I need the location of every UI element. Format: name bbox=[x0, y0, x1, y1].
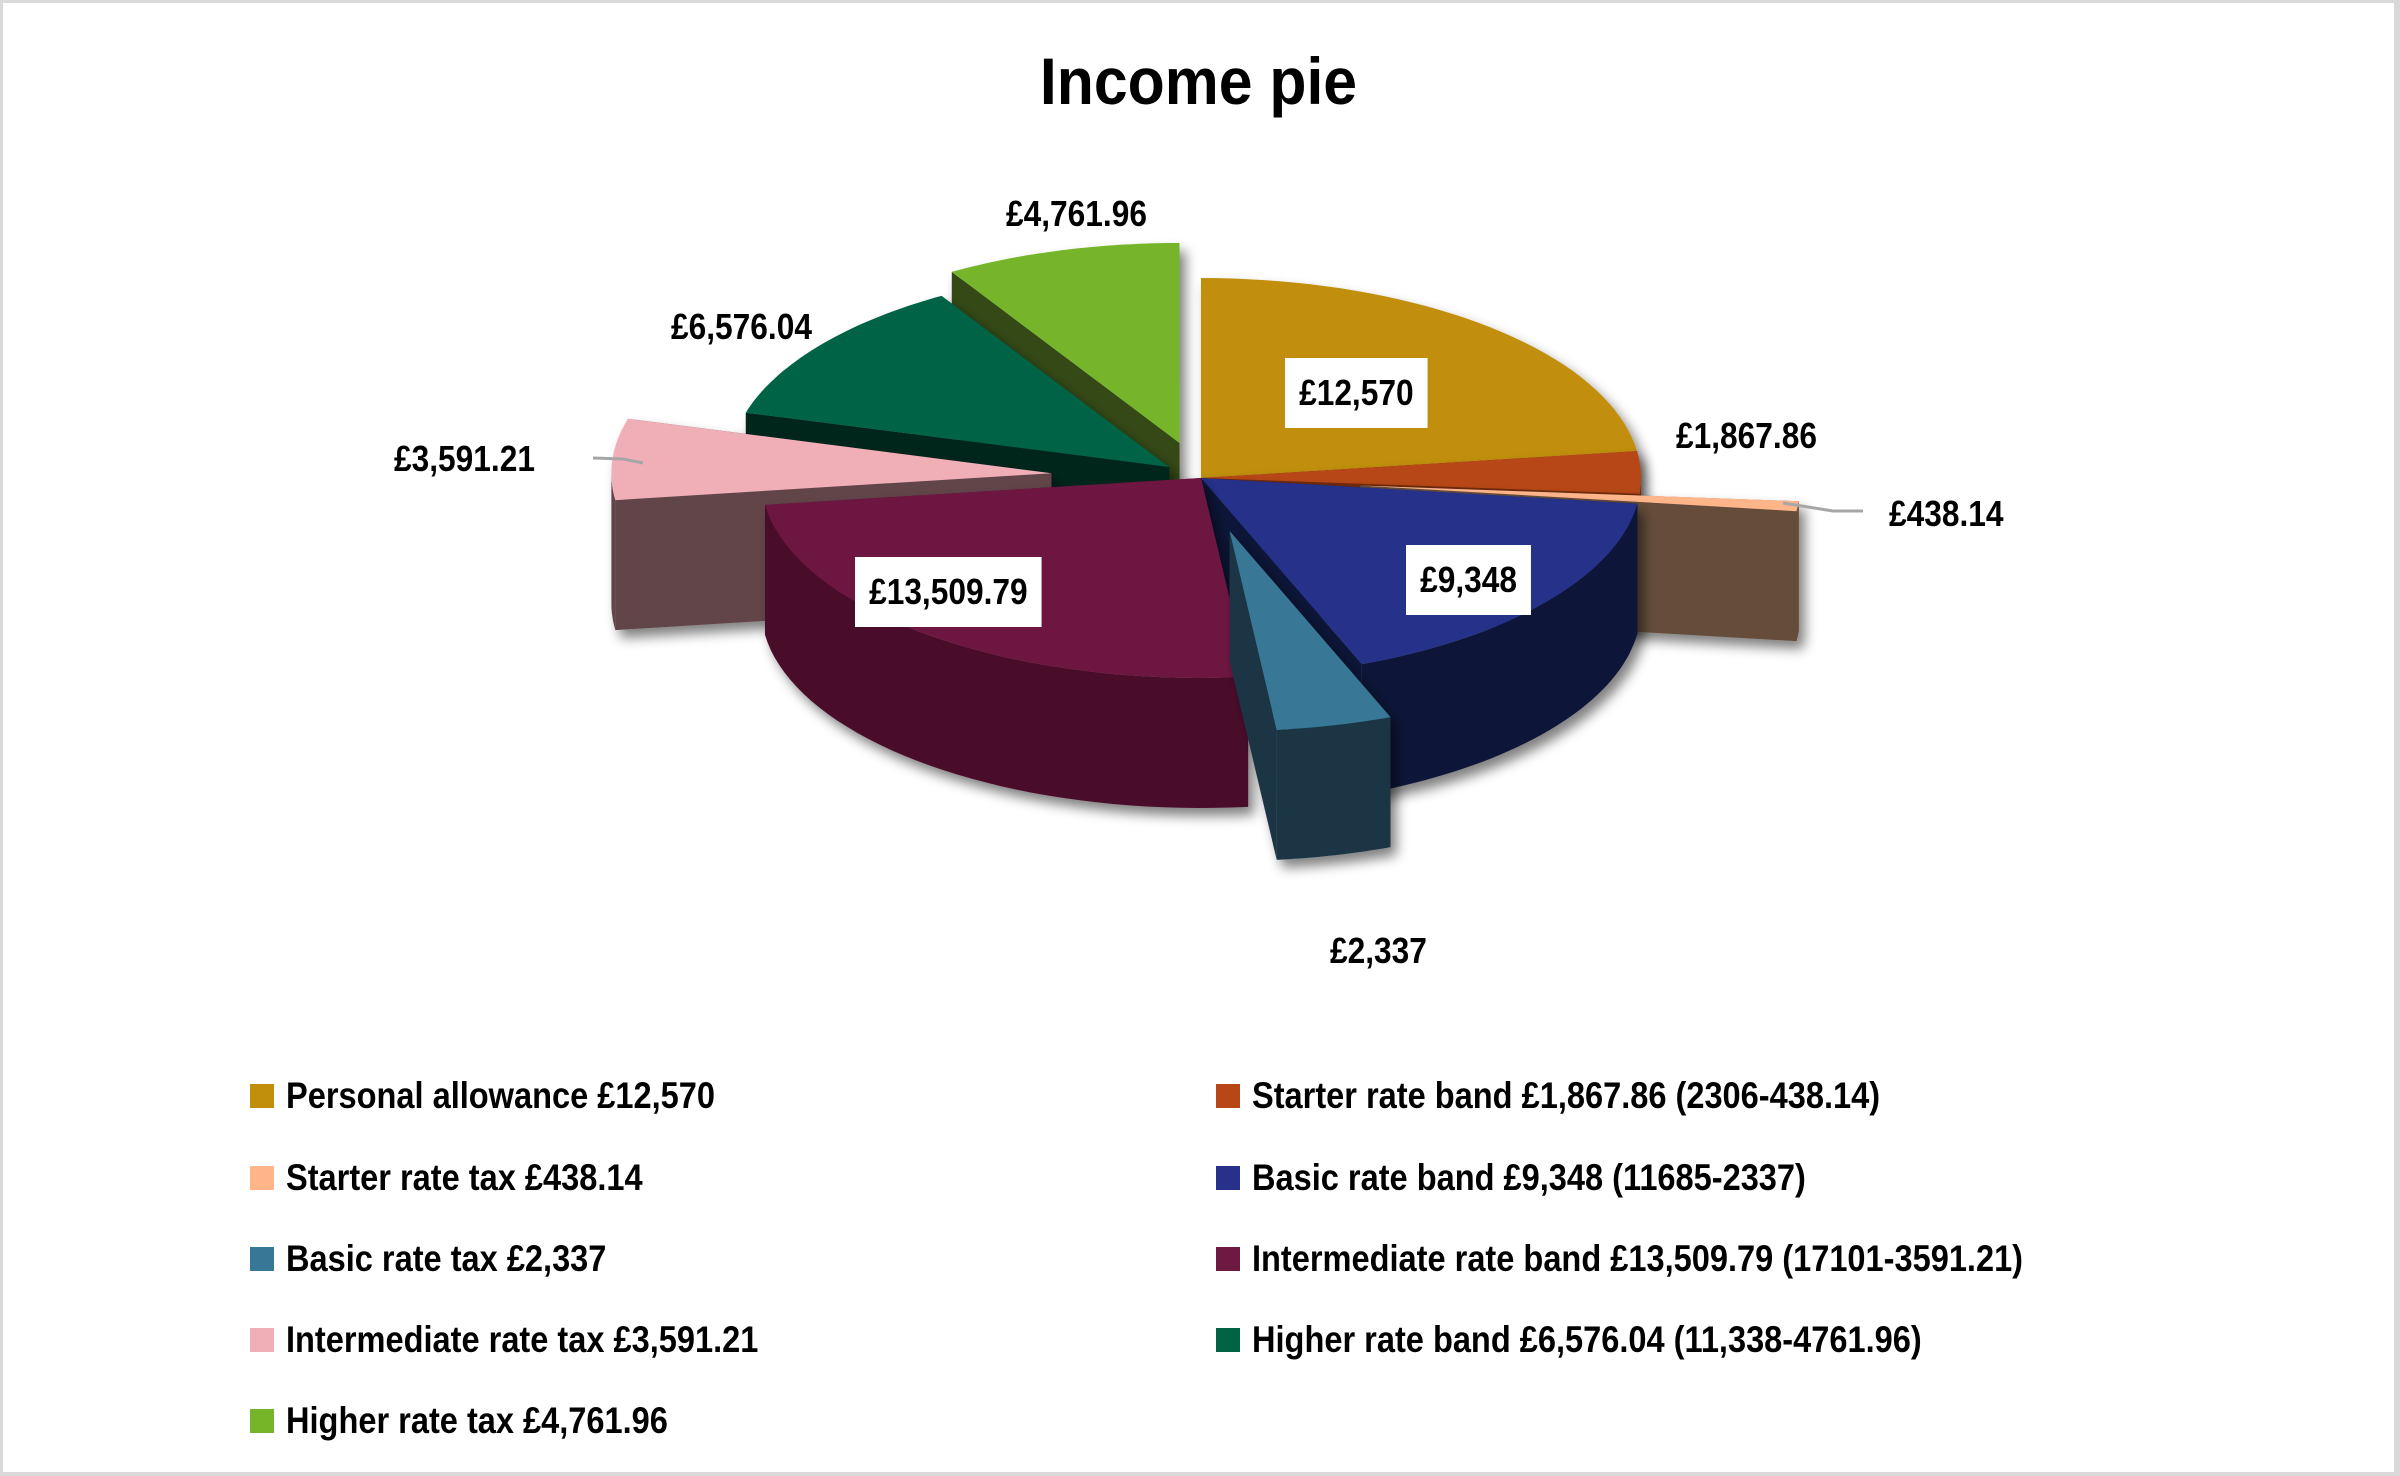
legend-label: Personal allowance £12,570 bbox=[286, 1075, 715, 1116]
pie-chart bbox=[592, 243, 1863, 860]
legend-swatch bbox=[250, 1409, 274, 1433]
legend-swatch bbox=[1216, 1247, 1240, 1271]
data-label-starter-band: £1,867.86 bbox=[1676, 415, 1817, 456]
data-label-starter-tax: £438.14 bbox=[1889, 493, 2004, 534]
leader-line-starter-tax bbox=[1782, 501, 1863, 513]
legend-swatch bbox=[250, 1166, 274, 1190]
data-label-basic-tax: £2,337 bbox=[1330, 930, 1427, 971]
legend-item-basic-band: Basic rate band £9,348 (11685-2337) bbox=[1216, 1157, 1881, 1199]
legend-label: Basic rate band £9,348 (11685-2337) bbox=[1252, 1157, 1806, 1198]
chart-area: Income pie £12,570 £1,867.86 £438.14 £9,… bbox=[3, 3, 2394, 1472]
legend-label: Higher rate band £6,576.04 (11,338-4761.… bbox=[1252, 1319, 1922, 1360]
data-label-basic-band: £9,348 bbox=[1406, 545, 1532, 615]
leader-line-intermediate-tax bbox=[592, 456, 644, 465]
data-label-intermediate-tax: £3,591.21 bbox=[394, 438, 535, 479]
legend-label: Basic rate tax £2,337 bbox=[286, 1238, 607, 1279]
legend-swatch bbox=[1216, 1084, 1240, 1108]
data-label-higher-band: £6,576.04 bbox=[671, 306, 812, 347]
legend-swatch bbox=[1216, 1328, 1240, 1352]
legend-item-higher-band: Higher rate band £6,576.04 (11,338-4761.… bbox=[1216, 1319, 2013, 1361]
legend-item-starter-band: Starter rate band £1,867.86 (2306-438.14… bbox=[1216, 1075, 1966, 1117]
pie-slice-intermediate-rate-band bbox=[764, 478, 1249, 808]
legend-item-intermediate-tax: Intermediate rate tax £3,591.21 bbox=[250, 1319, 823, 1361]
legend-item-higher-tax: Higher rate tax £4,761.96 bbox=[250, 1400, 720, 1442]
legend-swatch bbox=[250, 1084, 274, 1108]
data-label-higher-tax: £4,761.96 bbox=[1006, 193, 1147, 234]
legend-item-personal-allowance: Personal allowance £12,570 bbox=[250, 1075, 773, 1117]
legend-label: Intermediate rate tax £3,591.21 bbox=[286, 1319, 759, 1360]
legend-label: Starter rate band £1,867.86 (2306-438.14… bbox=[1252, 1075, 1881, 1116]
legend-item-basic-tax: Basic rate tax £2,337 bbox=[250, 1238, 650, 1280]
legend-label: Higher rate tax £4,761.96 bbox=[286, 1400, 668, 1441]
pie-slice-basic-rate-tax bbox=[1229, 530, 1391, 860]
legend-item-starter-tax: Starter rate tax £438.14 bbox=[250, 1157, 691, 1199]
legend-swatch bbox=[250, 1247, 274, 1271]
legend-item-intermediate-band: Intermediate rate band £13,509.79 (17101… bbox=[1216, 1238, 2128, 1280]
data-label-intermediate-band: £13,509.79 bbox=[855, 557, 1042, 627]
data-label-personal-allowance: £12,570 bbox=[1285, 358, 1428, 428]
legend-swatch bbox=[1216, 1166, 1240, 1190]
legend-label: Starter rate tax £438.14 bbox=[286, 1157, 643, 1198]
chart-title: Income pie bbox=[1039, 44, 1358, 118]
legend-label: Intermediate rate band £13,509.79 (17101… bbox=[1252, 1238, 2024, 1279]
legend-swatch bbox=[250, 1328, 274, 1352]
